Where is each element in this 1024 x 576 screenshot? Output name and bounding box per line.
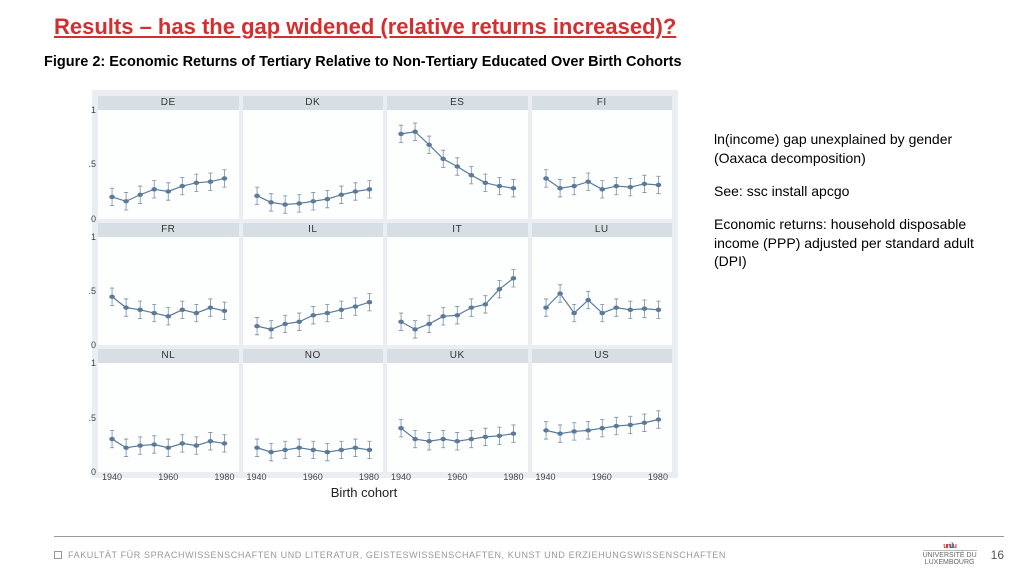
page-number: 16 (991, 548, 1004, 562)
xtick-label: 1960 (303, 472, 323, 482)
ytick-label: 0 (91, 340, 96, 350)
panel-title: FR (98, 223, 239, 237)
xtick-label: 1980 (359, 472, 379, 482)
panel-title: DK (243, 96, 384, 110)
page-title: Results – has the gap widened (relative … (54, 14, 676, 40)
panel-UK: UK194019601980 (387, 349, 528, 472)
panel-title: FI (532, 96, 673, 110)
side-notes: ln(income) gap unexplained by gender (Oa… (714, 130, 986, 285)
panel-NL: NL0.51194019601980 (98, 349, 239, 472)
panel-title: ES (387, 96, 528, 110)
panel-IL: IL (243, 223, 384, 346)
panel-title: UK (387, 349, 528, 363)
ytick-label: 1 (91, 358, 96, 368)
panel-DK: DK (243, 96, 384, 219)
xtick-label: 1980 (214, 472, 234, 482)
xtick-label: 1980 (648, 472, 668, 482)
panel-title: IT (387, 223, 528, 237)
xtick-label: 1960 (592, 472, 612, 482)
panel-title: LU (532, 223, 673, 237)
ytick-label: .5 (88, 413, 96, 423)
xtick-label: 1960 (447, 472, 467, 482)
panel-grid: DE0.51 DKES FI FR0.51 ILIT LU NL0.511940196019… (98, 96, 672, 472)
plot-area: DE0.51 DKES FI FR0.51 ILIT LU NL0.511940196019… (92, 90, 678, 478)
xtick-label: 1940 (102, 472, 122, 482)
side-note-paragraph: Economic returns: household disposable i… (714, 215, 986, 272)
panel-IT: IT (387, 223, 528, 346)
ytick-label: 0 (91, 214, 96, 224)
side-note-paragraph: ln(income) gap unexplained by gender (Oa… (714, 130, 986, 168)
panel-title: NL (98, 349, 239, 363)
ytick-label: 0 (91, 467, 96, 477)
ytick-label: 1 (91, 105, 96, 115)
x-axis-label: Birth cohort (331, 485, 397, 500)
panel-LU: LU (532, 223, 673, 346)
panel-US: US194019601980 (532, 349, 673, 472)
panel-NO: NO194019601980 (243, 349, 384, 472)
figure-caption: Figure 2: Economic Returns of Tertiary R… (44, 54, 682, 70)
university-logo: uni.lu UNIVERSITÉ DU LUXEMBOURG (923, 543, 977, 566)
panel-title: DE (98, 96, 239, 110)
panel-title: NO (243, 349, 384, 363)
ytick-label: 1 (91, 232, 96, 242)
panel-title: US (532, 349, 673, 363)
chart-figure: Unexplained gap (ln(income)) Birth cohor… (44, 84, 684, 504)
panel-ES: ES (387, 96, 528, 219)
xtick-label: 1980 (503, 472, 523, 482)
xtick-label: 1960 (158, 472, 178, 482)
panel-FR: FR0.51 (98, 223, 239, 346)
panel-FI: FI (532, 96, 673, 219)
ytick-label: .5 (88, 159, 96, 169)
footer-text: FAKULTÄT FÜR SPRACHWISSENSCHAFTEN UND LI… (54, 550, 726, 560)
side-note-paragraph: See: ssc install apcgo (714, 182, 986, 201)
footer: FAKULTÄT FÜR SPRACHWISSENSCHAFTEN UND LI… (54, 536, 1004, 566)
panel-title: IL (243, 223, 384, 237)
ytick-label: .5 (88, 286, 96, 296)
xtick-label: 1940 (536, 472, 556, 482)
panel-DE: DE0.51 (98, 96, 239, 219)
xtick-label: 1940 (247, 472, 267, 482)
xtick-label: 1940 (391, 472, 411, 482)
